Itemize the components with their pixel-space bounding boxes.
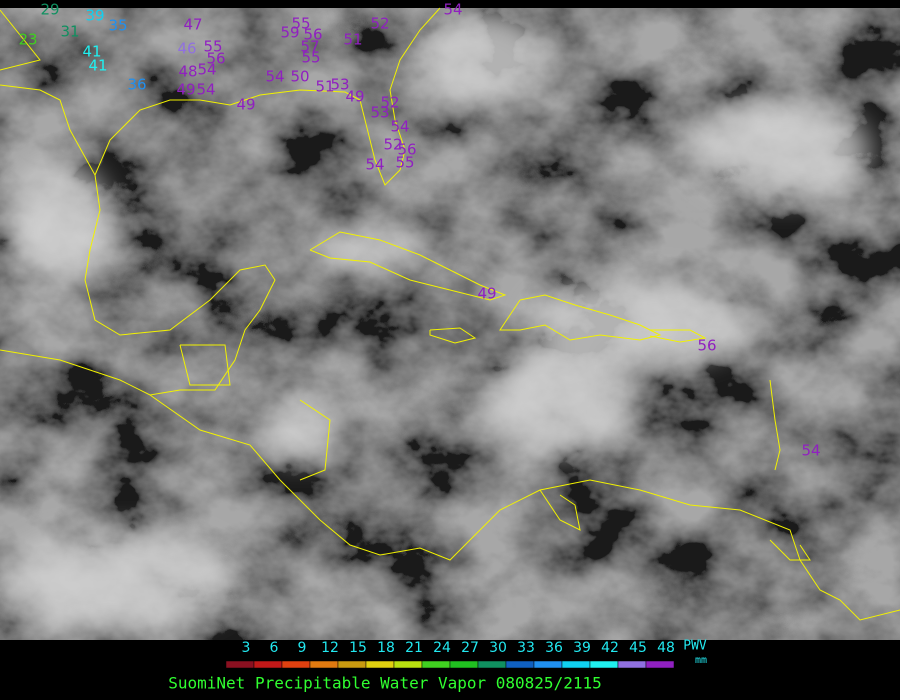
station-value: 54 <box>196 81 215 99</box>
station-value: 39 <box>85 7 104 25</box>
station-value: 55 <box>301 49 320 67</box>
chart-title: SuomiNet Precipitable Water Vapor 080825… <box>168 674 601 693</box>
colorbar-segment <box>337 660 367 669</box>
station-value: 53 <box>330 76 349 94</box>
station-value: 56 <box>397 141 416 159</box>
colorbar-segment <box>589 660 619 669</box>
station-value: 48 <box>178 63 197 81</box>
colorbar-tick-label: 9 <box>298 640 307 656</box>
colorbar-segment <box>225 660 255 669</box>
colorbar-tick-label: 24 <box>433 640 451 656</box>
colorbar-tick-label: 6 <box>270 640 279 656</box>
station-value: 50 <box>290 68 309 86</box>
colorbar-tick-label: 30 <box>489 640 507 656</box>
station-value: 31 <box>60 23 79 41</box>
station-value: 54 <box>390 118 409 136</box>
colorbar-segment <box>533 660 563 669</box>
colorbar-segment <box>477 660 507 669</box>
colorbar-segment <box>505 660 535 669</box>
colorbar-segment <box>645 660 675 669</box>
station-value: 54 <box>197 61 216 79</box>
station-value: 57 <box>300 38 319 56</box>
station-value: 56 <box>303 26 322 44</box>
colorbar-segment <box>617 660 647 669</box>
station-value: 52 <box>380 94 399 112</box>
station-value: 56 <box>697 337 716 355</box>
station-value: 51 <box>315 78 334 96</box>
colorbar-segment <box>561 660 591 669</box>
colorbar-segment <box>421 660 451 669</box>
station-value: 41 <box>82 43 101 61</box>
station-value: 35 <box>108 17 127 35</box>
legend-panel <box>0 640 900 700</box>
colorbar-segment <box>253 660 283 669</box>
station-value: 54 <box>443 1 462 19</box>
colorbar-label: PWV <box>683 639 707 654</box>
station-value: 55 <box>203 38 222 56</box>
station-value: 54 <box>265 68 284 86</box>
colorbar-tick-label: 21 <box>405 640 423 656</box>
station-value: 41 <box>88 57 107 75</box>
colorbar-tick-label: 3 <box>242 640 251 656</box>
station-value: 53 <box>370 104 389 122</box>
colorbar-tick-label: 42 <box>601 640 619 656</box>
station-value: 49 <box>176 81 195 99</box>
colorbar-segment <box>365 660 395 669</box>
colorbar-tick-label: 12 <box>321 640 339 656</box>
colorbar-tick-label: 18 <box>377 640 395 656</box>
station-value: 46 <box>177 40 196 58</box>
colorbar-tick-label: 48 <box>657 640 675 656</box>
station-value: 36 <box>127 76 146 94</box>
station-value: 54 <box>365 156 384 174</box>
station-value: 56 <box>206 50 225 68</box>
station-value: 55 <box>291 15 310 33</box>
imagery <box>0 0 900 640</box>
colorbar-segment <box>309 660 339 669</box>
colorbar-tick-label: 27 <box>461 640 479 656</box>
station-value: 59 <box>280 24 299 42</box>
station-value: 23 <box>18 31 37 49</box>
coastlines <box>0 7 900 621</box>
colorbar-tick-label: 36 <box>545 640 563 656</box>
colorbar-tick-label: 39 <box>573 640 591 656</box>
station-value: 52 <box>370 15 389 33</box>
colorbar-tick-label: 45 <box>629 640 647 656</box>
colorbar-tick-label: 15 <box>349 640 367 656</box>
colorbar-unit: mm <box>695 655 707 666</box>
station-value: 54 <box>801 442 820 460</box>
station-value: 29 <box>40 1 59 19</box>
colorbar-segment <box>393 660 423 669</box>
colorbar-segment <box>449 660 479 669</box>
station-value: 49 <box>236 96 255 114</box>
colorbar-segment <box>281 660 311 669</box>
station-value: 52 <box>383 136 402 154</box>
station-value: 51 <box>343 31 362 49</box>
colorbar-tick-label: 33 <box>517 640 535 656</box>
station-value: 55 <box>395 154 414 172</box>
station-value: 47 <box>183 16 202 34</box>
station-value: 49 <box>477 285 496 303</box>
station-value: 49 <box>345 88 364 106</box>
